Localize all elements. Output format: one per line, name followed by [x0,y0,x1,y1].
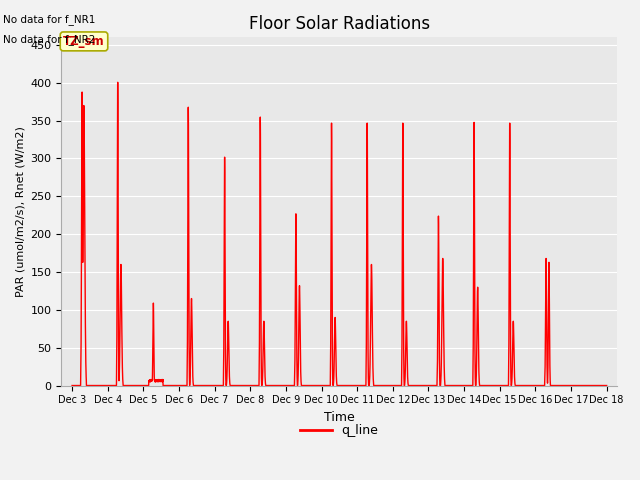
Legend: q_line: q_line [295,419,383,442]
Text: TZ_sm: TZ_sm [63,35,105,48]
X-axis label: Time: Time [324,411,355,424]
Title: Floor Solar Radiations: Floor Solar Radiations [249,15,430,33]
Text: No data for f_NR2: No data for f_NR2 [3,34,95,45]
Text: No data for f_NR1: No data for f_NR1 [3,14,95,25]
Y-axis label: PAR (umol/m2/s), Rnet (W/m2): PAR (umol/m2/s), Rnet (W/m2) [15,126,25,297]
